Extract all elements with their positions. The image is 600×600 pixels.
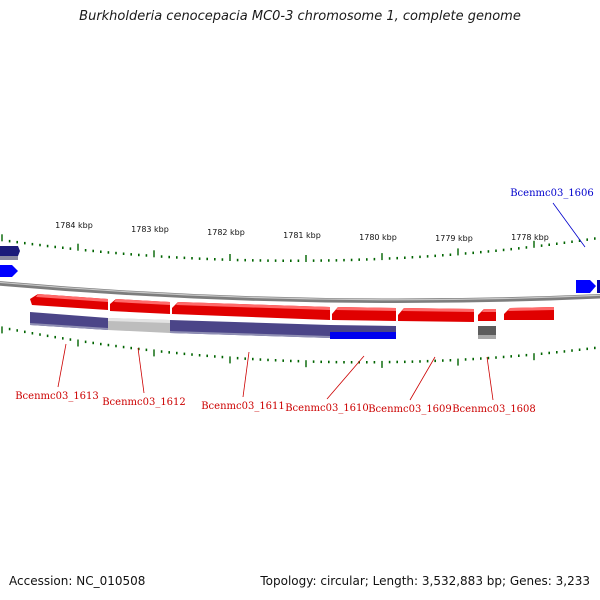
label-leader-lines bbox=[57, 202, 586, 401]
gene-bcenmc03-1610-highlight bbox=[336, 307, 396, 311]
ruler-ticks-inner bbox=[1, 326, 596, 368]
gene-bcenmc03-1613-highlight bbox=[36, 294, 108, 302]
reverse-gene-segment-grey-highlight bbox=[108, 318, 170, 323]
gene-label-bcenmc03-1610[interactable]: Bcenmc03_1610 bbox=[285, 403, 369, 414]
leader-line-1606 bbox=[552, 202, 586, 248]
chromosome-backbone bbox=[0, 281, 600, 304]
gene-label-bcenmc03-1608[interactable]: Bcenmc03_1608 bbox=[452, 404, 536, 415]
gene-right-edge-next[interactable] bbox=[597, 280, 600, 293]
gene-label-bcenmc03-1611[interactable]: Bcenmc03_1611 bbox=[201, 401, 285, 412]
leader-line-1610 bbox=[326, 355, 365, 400]
ruler-label-1779: 1779 kbp bbox=[435, 234, 473, 243]
gene-bcenmc03-1612-highlight bbox=[114, 299, 170, 305]
forward-genes-track bbox=[30, 294, 554, 322]
leader-line-1611 bbox=[242, 351, 250, 398]
ruler-label-1778: 1778 kbp bbox=[511, 233, 549, 242]
gene-bcenmc03-1608-highlight bbox=[482, 309, 496, 312]
reverse-gene-segment-blue[interactable] bbox=[330, 332, 396, 339]
leader-line-1609 bbox=[409, 356, 436, 401]
reverse-gene-segment-3[interactable] bbox=[330, 325, 396, 332]
chromosome-backbone-highlight bbox=[0, 281, 600, 301]
ruler-label-1780: 1780 kbp bbox=[359, 233, 397, 242]
reverse-gene-segment-2-shadow bbox=[170, 331, 330, 338]
ruler-label-1781: 1781 kbp bbox=[283, 231, 321, 240]
leader-line-1608 bbox=[486, 356, 494, 401]
accession-text: Accession: NC_010508 bbox=[9, 574, 146, 588]
leader-line-1613 bbox=[57, 343, 67, 388]
ruler-ticks-outer bbox=[1, 234, 596, 262]
reverse-gene-segment-dark-shadow bbox=[478, 335, 496, 339]
reverse-genes-track bbox=[30, 312, 496, 339]
gene-left-edge-reverse[interactable] bbox=[0, 246, 20, 256]
gene-bcenmc03-1611-highlight bbox=[176, 302, 330, 310]
genome-summary-text: Topology: circular; Length: 3,532,883 bp… bbox=[260, 574, 590, 588]
reverse-gene-segment-1-shadow bbox=[30, 323, 108, 330]
gene-bcenmc03-1609-highlight bbox=[402, 308, 474, 312]
gene-label-bcenmc03-1613[interactable]: Bcenmc03_1613 bbox=[15, 391, 99, 402]
ruler-label-1782: 1782 kbp bbox=[207, 228, 245, 237]
leader-line-1612 bbox=[137, 347, 145, 394]
gene-label-bcenmc03-1612[interactable]: Bcenmc03_1612 bbox=[102, 397, 186, 408]
gene-label-bcenmc03-1609[interactable]: Bcenmc03_1609 bbox=[368, 404, 452, 415]
map-title: Burkholderia cenocepacia MC0-3 chromosom… bbox=[79, 9, 521, 24]
gene-left-edge-reverse-shadow bbox=[0, 256, 18, 260]
ruler-label-1783: 1783 kbp bbox=[131, 225, 169, 234]
gene-bcenmc03-1606[interactable] bbox=[576, 280, 596, 293]
ruler-label-1784: 1784 kbp bbox=[55, 221, 93, 230]
gene-left-edge-forward[interactable] bbox=[0, 265, 18, 277]
gene-bcenmc03-1607-highlight bbox=[508, 307, 554, 311]
reverse-gene-segment-dark[interactable] bbox=[478, 326, 496, 335]
gene-label-bcenmc03-1606[interactable]: Bcenmc03_1606 bbox=[510, 188, 594, 199]
